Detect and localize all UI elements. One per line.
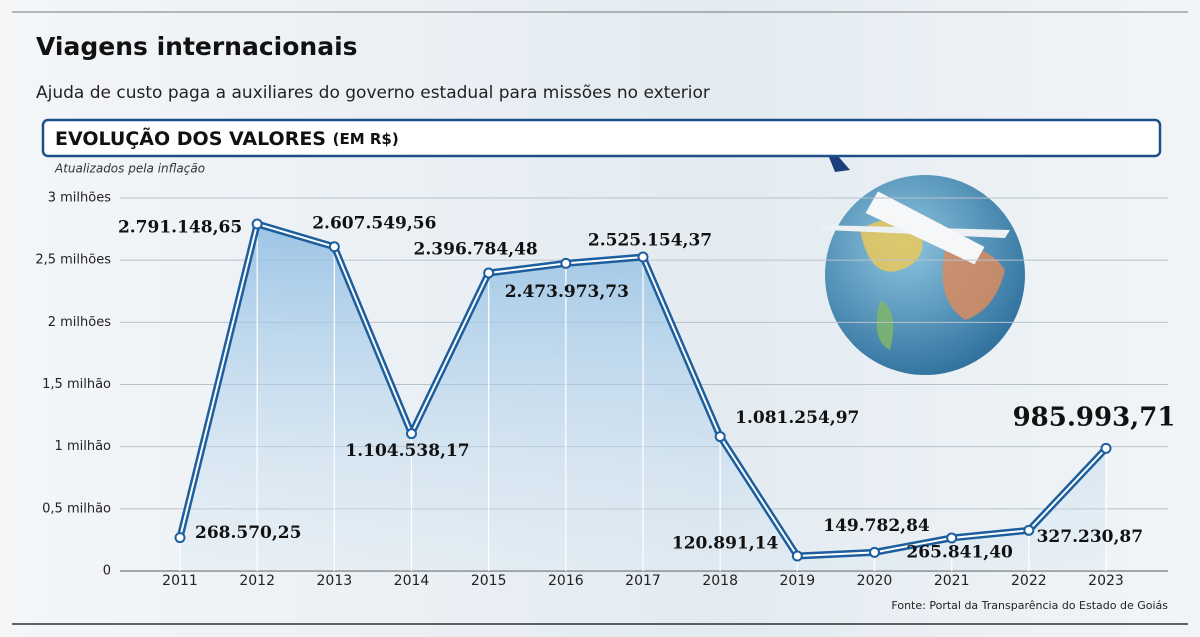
plot-area: 0 0,5 milhão 1 milhão 1,5 milhão 2 milhões 2,… — [35, 191, 1175, 590]
data-label: 120.891,14 — [672, 533, 779, 553]
x-tick-label: 2019 — [780, 573, 816, 589]
data-label: 2.473.973,73 — [505, 282, 629, 302]
point — [1023, 524, 1035, 536]
point — [1100, 442, 1112, 454]
data-label: 2.396.784,48 — [414, 239, 538, 259]
x-tick-label: 2015 — [471, 573, 507, 589]
section-title: EVOLUÇÃO DOS VALORES (EM R$) — [55, 126, 399, 150]
section-box — [41, 118, 1162, 158]
data-label: 2.525.154,37 — [588, 231, 712, 251]
y-tick-label: 3 milhões — [48, 191, 111, 206]
x-tick-label: 2021 — [934, 573, 970, 589]
point — [406, 428, 417, 440]
point — [946, 532, 958, 544]
y-tick-label: 0 — [103, 564, 111, 579]
data-label: 268.570,25 — [195, 523, 301, 543]
y-tick-label: 1,5 milhão — [42, 377, 111, 392]
point — [328, 241, 340, 253]
subtitle: Ajuda de custo paga a auxiliares do gove… — [36, 83, 710, 103]
data-label: 327.230,87 — [1037, 527, 1143, 547]
x-tick-label: 2017 — [625, 573, 661, 589]
x-tick-label: 2023 — [1088, 573, 1124, 589]
unit-note: (EM R$) — [333, 130, 399, 148]
y-tick-label: 0,5 milhão — [42, 501, 111, 516]
x-tick-label: 2014 — [394, 573, 430, 589]
point — [869, 546, 880, 558]
x-tick-label: 2016 — [548, 573, 584, 589]
y-tick-label: 1 milhão — [55, 439, 111, 454]
point — [560, 257, 572, 269]
x-tick-label: 2018 — [702, 573, 738, 589]
data-label: 985.993,71 — [1013, 402, 1176, 432]
data-label: 149.782,84 — [823, 516, 930, 536]
point — [174, 532, 186, 544]
data-label: 265.841,40 — [906, 542, 1013, 562]
point — [791, 550, 803, 562]
point — [637, 251, 649, 263]
point — [483, 267, 495, 279]
data-label: 2.791.148,65 — [118, 217, 242, 237]
y-tick-label: 2,5 milhões — [35, 253, 111, 268]
data-label: 1.104.538,17 — [345, 441, 469, 461]
point — [714, 431, 726, 443]
source: Fonte: Portal da Transparência do Estado… — [891, 599, 1168, 612]
y-tick-label: 2 milhões — [48, 315, 111, 330]
data-label: 2.607.549,56 — [312, 213, 436, 233]
point — [251, 218, 263, 230]
data-label: 1.081.254,97 — [735, 408, 859, 428]
x-tick-label: 2012 — [239, 573, 275, 589]
section-title-text: EVOLUÇÃO DOS VALORES — [55, 126, 326, 150]
x-tick-label: 2013 — [317, 573, 353, 589]
x-tick-label: 2022 — [1011, 573, 1047, 589]
note: Atualizados pela inflação — [54, 162, 205, 176]
x-tick-label: 2011 — [162, 573, 198, 589]
x-tick-label: 2020 — [857, 573, 893, 589]
chart-title: Viagens internacionais — [36, 32, 358, 61]
